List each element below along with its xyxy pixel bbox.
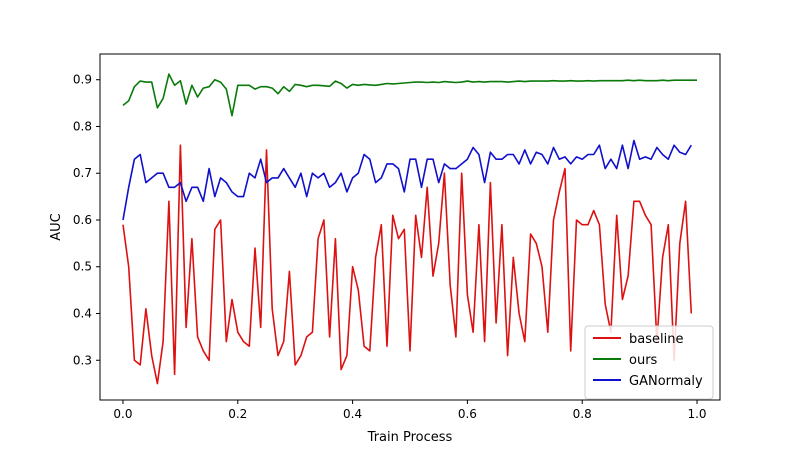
legend-label: ours [629, 353, 658, 368]
y-tick-label: 0.8 [73, 119, 92, 133]
plot-lines [122, 73, 697, 385]
x-tick-label: 0.0 [113, 407, 132, 421]
legend: baseline ours GANormaly [584, 325, 714, 400]
y-tick-label: 0.9 [73, 73, 92, 87]
y-axis: 0.3 0.4 0.5 0.6 0.7 0.8 0.9 [73, 73, 100, 367]
legend-label: GANormaly [629, 374, 703, 389]
series-line-baseline [122, 144, 693, 385]
legend-label: baseline [629, 332, 683, 347]
series-line-ganormaly [122, 139, 692, 221]
x-tick-label: 0.6 [458, 407, 477, 421]
x-tick-label: 0.8 [573, 407, 592, 421]
x-axis: 0.0 0.2 0.4 0.6 0.8 1.0 [113, 400, 707, 421]
x-axis-title: Train Process [367, 430, 453, 445]
plot-area-frame [99, 53, 721, 401]
y-axis-title: AUC [49, 213, 64, 241]
x-tick-label: 0.2 [228, 407, 247, 421]
y-tick-label: 0.5 [73, 260, 92, 274]
y-tick-label: 0.6 [73, 213, 92, 227]
y-tick-label: 0.3 [73, 353, 92, 367]
series-line-ours [122, 73, 697, 117]
x-tick-label: 1.0 [687, 407, 706, 421]
x-tick-label: 0.4 [343, 407, 362, 421]
y-tick-label: 0.4 [73, 307, 92, 321]
y-tick-label: 0.7 [73, 166, 92, 180]
